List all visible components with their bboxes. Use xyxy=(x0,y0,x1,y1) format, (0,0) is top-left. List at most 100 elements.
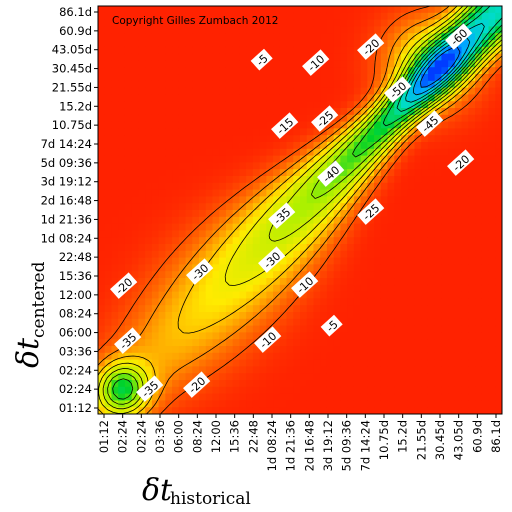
heatmap-cell xyxy=(360,278,368,286)
heatmap-cell xyxy=(306,189,315,197)
heatmap-cell xyxy=(138,203,146,211)
heatmap-cell xyxy=(340,26,348,34)
heatmap-cell xyxy=(219,189,227,197)
heatmap-cell xyxy=(421,332,429,340)
heatmap-cell xyxy=(353,203,362,211)
heatmap-cell xyxy=(367,291,375,299)
heatmap-cell xyxy=(212,298,220,306)
heatmap-cell xyxy=(212,169,220,177)
heatmap-cell xyxy=(320,40,328,48)
heatmap-cell xyxy=(185,312,193,320)
heatmap-cell xyxy=(488,386,496,395)
heatmap-cell xyxy=(151,278,160,286)
heatmap-cell xyxy=(279,101,288,109)
heatmap-cell xyxy=(394,223,402,231)
heatmap-cell xyxy=(427,386,436,395)
heatmap-cell xyxy=(165,196,173,204)
heatmap-cell xyxy=(313,284,321,293)
heatmap-cell xyxy=(212,366,220,374)
heatmap-cell xyxy=(448,312,456,320)
heatmap-cell xyxy=(461,67,469,75)
heatmap-cell xyxy=(232,33,240,41)
heatmap-cell xyxy=(165,46,173,55)
heatmap-cell xyxy=(104,142,113,150)
heatmap-cell xyxy=(165,366,173,374)
heatmap-cell xyxy=(286,305,294,313)
heatmap-cell xyxy=(434,223,442,231)
heatmap-cell xyxy=(118,142,126,150)
heatmap-cell xyxy=(259,278,267,286)
heatmap-cell xyxy=(232,53,240,61)
heatmap-cell xyxy=(421,203,429,211)
heatmap-cell xyxy=(185,244,193,252)
heatmap-cell xyxy=(326,6,335,14)
heatmap-cell xyxy=(273,400,281,408)
heatmap-cell xyxy=(178,271,187,279)
heatmap-cell xyxy=(98,176,106,184)
heatmap-cell xyxy=(353,346,362,354)
heatmap-cell xyxy=(293,244,301,252)
heatmap-cell xyxy=(414,393,422,401)
heatmap-cell xyxy=(165,80,173,89)
heatmap-cell xyxy=(252,284,261,293)
heatmap-cell xyxy=(131,339,139,347)
heatmap-cell xyxy=(104,284,113,293)
heatmap-cell xyxy=(212,67,220,75)
heatmap-cell xyxy=(468,94,476,102)
heatmap-cell xyxy=(347,74,355,82)
heatmap-cell xyxy=(273,189,281,197)
heatmap-cell xyxy=(340,210,348,218)
heatmap-cell xyxy=(124,162,133,170)
heatmap-cell xyxy=(313,135,321,143)
heatmap-cell xyxy=(266,189,274,197)
heatmap-cell xyxy=(151,250,160,259)
heatmap-cell xyxy=(340,67,348,75)
heatmap-cell xyxy=(104,94,113,102)
heatmap-cell xyxy=(266,60,274,68)
heatmap-cell xyxy=(239,176,247,184)
heatmap-cell xyxy=(326,223,335,231)
heatmap-cell xyxy=(104,298,113,306)
heatmap-cell xyxy=(205,312,214,320)
heatmap-cell xyxy=(353,298,362,306)
heatmap-cell xyxy=(333,40,341,48)
heatmap-cell xyxy=(104,216,113,225)
heatmap-cell xyxy=(205,332,214,340)
heatmap-cell xyxy=(273,339,281,347)
heatmap-cell xyxy=(454,46,463,55)
heatmap-cell xyxy=(104,230,113,238)
heatmap-cell xyxy=(145,407,153,414)
heatmap-cell xyxy=(158,244,166,252)
heatmap-cell xyxy=(347,19,355,27)
y-tick-label: 15:36 xyxy=(59,269,92,283)
heatmap-cell xyxy=(481,53,490,61)
heatmap-cell xyxy=(131,312,139,320)
heatmap-cell xyxy=(145,33,153,41)
heatmap-cell xyxy=(239,230,247,238)
heatmap-cell xyxy=(367,142,375,150)
heatmap-cell xyxy=(461,210,469,218)
heatmap-cell xyxy=(414,380,422,388)
x-tick-label: 02:24 xyxy=(116,420,130,453)
heatmap-cell xyxy=(239,271,247,279)
heatmap-cell xyxy=(454,216,463,225)
heatmap-cell xyxy=(414,230,422,238)
heatmap-cell xyxy=(495,46,502,55)
heatmap-cell xyxy=(427,271,436,279)
heatmap-cell xyxy=(205,393,214,401)
heatmap-cell xyxy=(286,291,294,299)
heatmap-cell xyxy=(98,359,106,367)
heatmap-cell xyxy=(441,40,449,48)
heatmap-cell xyxy=(387,407,395,414)
heatmap-cell xyxy=(374,142,382,150)
heatmap-cell xyxy=(421,87,429,95)
heatmap-cell xyxy=(219,203,227,211)
heatmap-cell xyxy=(380,278,389,286)
heatmap-cell xyxy=(448,176,456,184)
heatmap-cell xyxy=(306,298,315,306)
heatmap-cell xyxy=(185,366,193,374)
heatmap-cell xyxy=(192,121,200,129)
heatmap-cell xyxy=(165,210,173,218)
heatmap-cell xyxy=(495,169,502,177)
heatmap-cell xyxy=(118,359,126,367)
